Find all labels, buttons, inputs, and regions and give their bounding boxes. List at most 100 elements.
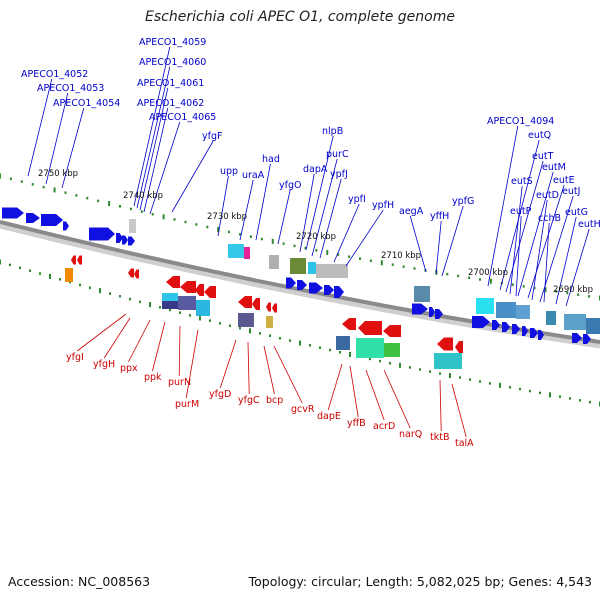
forward-leader-line — [515, 215, 522, 297]
outer-tick-mark — [140, 210, 143, 213]
outer-tick-mark — [260, 237, 263, 241]
outer-tick-mark — [544, 287, 547, 293]
reverse-gene-label: tktB — [430, 432, 449, 443]
inner-tick-mark — [539, 391, 541, 395]
reverse-gene-arrow — [166, 276, 180, 288]
inner-tick-mark — [479, 380, 481, 383]
feature-box-blue — [336, 336, 350, 350]
feature-box-olive — [290, 258, 306, 274]
outer-tick-mark — [304, 246, 307, 250]
inner-tick-mark — [219, 321, 221, 325]
inner-tick-mark — [549, 392, 551, 398]
outer-tick-mark — [522, 285, 525, 288]
inner-tick-mark — [409, 366, 411, 369]
outer-tick-mark — [282, 242, 285, 245]
scale-label: 2730 kbp — [207, 212, 247, 222]
outer-tick-mark — [108, 201, 111, 207]
inner-tick-mark — [369, 357, 371, 361]
forward-gene-label: eutQ — [528, 130, 551, 141]
feature-box-green — [384, 343, 400, 357]
reverse-gene-label: ppx — [120, 363, 138, 374]
forward-gene-label: nlpB — [322, 126, 343, 137]
inner-tick-mark — [339, 350, 341, 354]
inner-tick-mark — [119, 295, 121, 298]
reverse-leader-line — [273, 345, 303, 404]
reverse-gene-label: ppk — [144, 372, 162, 383]
inner-tick-mark — [89, 286, 91, 290]
forward-gene-label: eutT — [532, 151, 554, 162]
forward-gene-label: ypfI — [348, 194, 366, 205]
inner-tick-mark — [239, 327, 241, 330]
inner-tick-mark — [49, 273, 51, 279]
forward-leader-line — [171, 140, 214, 213]
outer-tick-mark — [271, 238, 274, 244]
inner-tick-mark — [279, 336, 281, 340]
forward-gene-arrow — [41, 214, 63, 226]
forward-gene-label: eutG — [565, 207, 588, 218]
reverse-gene-arrow — [128, 268, 134, 278]
reverse-gene-arrow — [358, 321, 382, 335]
forward-leader-line — [27, 78, 53, 177]
accession-text: Accession: NC_008563 — [8, 574, 151, 589]
forward-gene-label: upp — [220, 166, 238, 177]
feature-box-blue — [586, 318, 600, 334]
outer-tick-mark — [337, 253, 340, 256]
outer-tick-mark — [468, 276, 471, 279]
forward-gene-arrow — [116, 233, 123, 243]
forward-gene-label: APECO1_4061 — [137, 78, 204, 89]
inner-tick-mark — [129, 297, 131, 301]
forward-leader-line — [305, 135, 334, 251]
outer-tick-mark — [457, 274, 460, 278]
reverse-gene-label: bcp — [266, 395, 283, 406]
forward-gene-arrow — [128, 236, 135, 246]
outer-tick-mark — [162, 214, 165, 220]
inner-tick-mark — [449, 373, 451, 379]
forward-leader-line — [441, 205, 464, 277]
forward-leader-line — [61, 107, 85, 189]
reverse-gene-label: talA — [455, 438, 474, 449]
reverse-leader-line — [365, 369, 385, 421]
inner-tick-mark — [309, 344, 311, 347]
forward-leader-line — [509, 185, 523, 295]
forward-gene-label: had — [262, 154, 280, 165]
inner-tick-mark — [9, 263, 11, 267]
reverse-leader-line — [383, 369, 411, 429]
forward-gene-arrow — [435, 309, 443, 319]
outer-tick-mark — [391, 263, 394, 266]
outer-tick-mark — [326, 249, 329, 255]
forward-gene-arrow — [412, 303, 428, 315]
outer-tick-mark — [53, 187, 56, 193]
forward-leader-line — [139, 87, 169, 211]
reverse-gene-label: acrD — [373, 421, 395, 432]
forward-gene-arrow — [492, 320, 500, 330]
inner-tick-mark — [179, 311, 181, 314]
reverse-gene-arrow — [437, 337, 453, 351]
reverse-gene-arrow — [342, 318, 356, 330]
forward-leader-line — [255, 163, 271, 241]
forward-gene-label: yfgF — [202, 131, 222, 142]
feature-box-grey — [269, 255, 279, 269]
forward-gene-arrow — [530, 328, 538, 338]
outer-tick-mark — [511, 283, 514, 286]
inner-tick-mark — [459, 376, 461, 379]
inner-tick-mark — [349, 351, 351, 357]
inner-tick-mark — [169, 308, 171, 312]
forward-gene-label: ypfJ — [330, 169, 348, 180]
forward-gene-arrow — [472, 316, 490, 328]
forward-gene-arrow — [297, 280, 307, 290]
feature-box-indigo — [238, 313, 254, 327]
forward-gene-arrow — [538, 330, 544, 340]
outer-tick-mark — [64, 191, 67, 194]
scale-label: 2750 kbp — [38, 169, 78, 179]
reverse-leader-line — [178, 325, 181, 377]
reverse-leader-line — [263, 345, 275, 395]
inner-tick-mark — [39, 272, 41, 275]
reverse-gene-arrow — [252, 298, 260, 310]
outer-tick-mark — [206, 225, 209, 229]
forward-leader-line — [143, 107, 169, 213]
forward-gene-label: yfgO — [279, 180, 301, 191]
forward-gene-label: ypfG — [452, 196, 474, 207]
forward-gene-label: eutJ — [562, 186, 580, 197]
forward-gene-label: eutP — [510, 206, 532, 217]
